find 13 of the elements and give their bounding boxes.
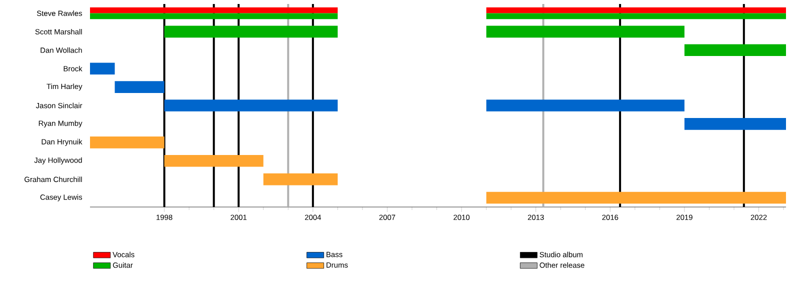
bar [486, 100, 684, 112]
bar [164, 154, 264, 167]
bar [164, 100, 338, 112]
bar [114, 81, 164, 93]
bar [263, 173, 338, 186]
bar [486, 192, 786, 204]
bar [486, 7, 786, 14]
bar [90, 7, 338, 14]
bar [90, 62, 115, 74]
bar [90, 136, 164, 148]
bar [684, 118, 786, 130]
bar [684, 44, 786, 56]
bar [486, 26, 684, 38]
